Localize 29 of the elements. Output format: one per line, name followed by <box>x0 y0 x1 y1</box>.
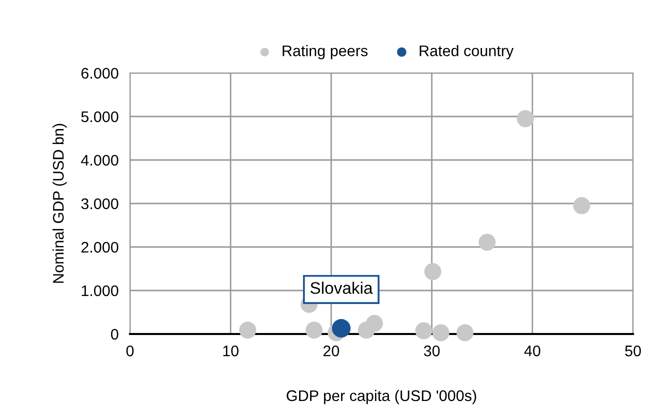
point <box>366 314 383 332</box>
y-tick-label: 1.000 <box>82 285 118 296</box>
y-tick-label: 3.000 <box>81 198 118 210</box>
y-tick-label: 5.000 <box>81 111 118 122</box>
point <box>424 263 442 280</box>
point <box>332 319 351 338</box>
point <box>456 324 474 342</box>
point <box>573 197 590 214</box>
y-axis-title: Nominal GDP (USD bn) <box>52 124 67 283</box>
point <box>478 234 496 251</box>
legend-label: Rating peers <box>282 45 368 60</box>
x-tick-label: 50 <box>625 346 641 356</box>
point <box>306 322 323 339</box>
point <box>516 110 534 128</box>
x-tick-label: 40 <box>524 346 540 356</box>
x-tick-label: 20 <box>323 346 340 356</box>
y-tick-label: 2.000 <box>81 242 118 253</box>
x-tick-label: 10 <box>223 346 238 356</box>
point <box>432 324 450 342</box>
legend-label: Rated country <box>420 45 514 60</box>
x-tick-label: 30 <box>424 346 440 356</box>
x-axis-title: GDP per capita (USD '000s) <box>286 390 476 404</box>
y-tick-label: 6.000 <box>81 68 118 79</box>
x-tick-label: 0 <box>126 346 134 356</box>
point <box>415 322 432 340</box>
annotation: Slovakia <box>310 282 373 294</box>
point <box>239 322 256 339</box>
y-tick-label: 0 <box>110 328 118 340</box>
y-tick-label: 4.000 <box>81 154 118 166</box>
